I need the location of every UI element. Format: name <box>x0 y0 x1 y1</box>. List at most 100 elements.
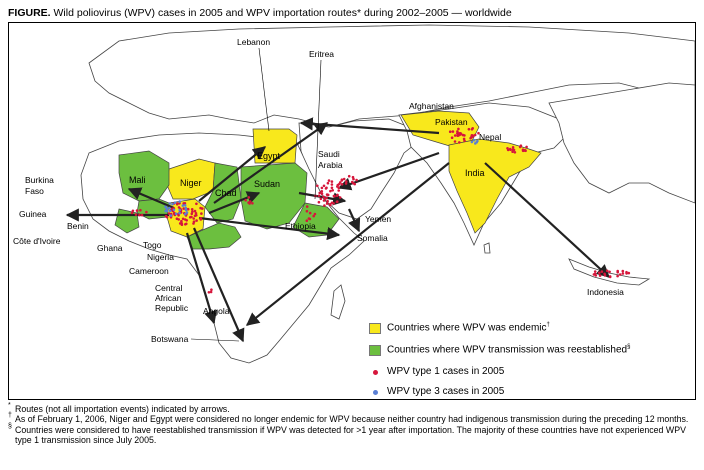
label-sudan: Sudan <box>254 179 280 189</box>
wpv1-case-dot <box>191 210 194 213</box>
arrow-india-to-angola <box>245 162 450 326</box>
legend-reestablished-sup: § <box>627 344 631 350</box>
wpv3-case-dot <box>184 208 188 212</box>
wpv1-case-dot <box>525 145 528 149</box>
figure-title: FIGURE. Wild poliovirus (WPV) cases in 2… <box>8 7 512 19</box>
footnote-mark-1: * <box>8 402 11 409</box>
wpv1-case-dot <box>450 136 454 139</box>
wpv1-case-dot <box>344 182 348 185</box>
label-pakistan: Pakistan <box>435 117 468 127</box>
wpv1-case-dot <box>332 202 335 205</box>
wpv1-case-dot <box>185 222 188 226</box>
legend-swatch-reestablished <box>369 345 381 356</box>
wpv1-case-dot <box>209 290 213 294</box>
wpv1-case-dot <box>305 219 309 222</box>
wpv1-case-dot <box>322 195 325 198</box>
region-india <box>448 138 542 234</box>
case-dots <box>130 127 631 294</box>
wpv1-case-dot <box>340 179 344 182</box>
label-saudi-2: Arabia <box>318 160 343 170</box>
wpv3-case-dot <box>164 205 167 209</box>
wpv1-case-dot <box>130 211 134 215</box>
footnote-text-2: As of February 1, 2006, Niger and Egypt … <box>15 414 689 425</box>
wpv1-case-dot <box>322 199 326 202</box>
label-india: India <box>465 168 485 178</box>
wpv1-case-dot <box>513 151 517 154</box>
wpv1-case-dot <box>195 202 198 206</box>
wpv1-case-dot <box>511 146 515 149</box>
wpv1-case-dot <box>182 207 185 210</box>
wpv1-case-dot <box>200 212 203 215</box>
wpv1-case-dot <box>338 181 342 184</box>
label-angola: Angola <box>203 306 230 316</box>
region-sudan <box>240 162 308 230</box>
wpv1-case-dot <box>506 148 510 152</box>
label-saudi-1: Saudi <box>318 149 340 159</box>
arrow-india-to-indonesia <box>484 162 610 278</box>
wpv1-case-dot <box>333 195 336 198</box>
wpv1-case-dot <box>509 148 512 151</box>
wpv1-case-dot <box>524 149 527 153</box>
wpv1-case-dot <box>330 183 334 186</box>
wpv1-case-dot <box>190 212 194 215</box>
legend-reestablished-label: Countries where WPV transmission was ree… <box>387 344 628 356</box>
wpv1-case-dot <box>355 178 358 182</box>
wpv3-case-dot <box>172 208 176 212</box>
east-asia-landmass <box>548 82 695 204</box>
label-burkina-2: Faso <box>25 186 44 196</box>
wpv3-case-dot <box>174 212 178 216</box>
wpv1-case-dot <box>621 272 625 275</box>
wpv1-case-dot <box>199 206 202 210</box>
wpv1-case-dot <box>188 216 192 219</box>
label-indonesia: Indonesia <box>587 287 624 297</box>
wpv1-case-dot <box>176 202 179 205</box>
arrow-nigeria-to-angola <box>192 227 245 343</box>
wpv1-case-dot <box>192 220 196 223</box>
wpv1-case-dot <box>325 202 329 205</box>
wpv1-case-dot <box>336 193 339 197</box>
wpv1-case-dot <box>616 269 619 273</box>
wpv1-case-dot <box>186 207 190 211</box>
wpv1-case-dot <box>135 209 139 212</box>
wpv1-case-dot <box>184 218 187 221</box>
wpv3-case-dot <box>168 209 172 213</box>
wpv1-case-dot <box>605 269 609 273</box>
europe-landmass <box>88 24 695 128</box>
wpv3-case-dot <box>184 206 188 210</box>
wpv1-case-dot <box>335 200 339 204</box>
wpv1-case-dot <box>317 194 321 198</box>
label-niger: Niger <box>180 178 202 188</box>
wpv1-case-dot <box>342 177 346 181</box>
label-togo: Togo <box>143 240 162 250</box>
wpv1-case-dot <box>164 214 168 218</box>
map-canvas: Lebanon Eritrea Afghanistan Pakistan Nep… <box>13 24 695 364</box>
arrow-india-to-saudi <box>337 151 440 191</box>
legend-wpv1-label: WPV type 1 cases in 2005 <box>387 366 505 377</box>
wpv1-case-dot <box>457 132 461 135</box>
wpv1-case-dot <box>511 150 514 153</box>
wpv1-case-dot <box>307 217 311 220</box>
wpv3-case-dot <box>476 139 479 143</box>
wpv1-case-dot <box>616 274 619 278</box>
wpv3-case-dot <box>178 208 181 212</box>
wpv3-case-dot <box>178 200 181 203</box>
wpv1-case-dot <box>453 134 457 137</box>
wpv1-case-dot <box>473 133 477 137</box>
wpv1-case-dot <box>199 218 203 221</box>
wpv1-case-dot <box>325 193 329 196</box>
wpv3-case-dot <box>178 211 181 215</box>
wpv1-case-dot <box>323 204 326 207</box>
wpv1-case-dot <box>193 209 197 213</box>
legend-dot-wpv1 <box>373 370 378 375</box>
wpv1-case-dot <box>177 218 180 221</box>
wpv1-case-dot <box>180 223 184 226</box>
wpv1-case-dot <box>340 183 344 186</box>
wpv1-case-dot <box>326 199 329 203</box>
wpv1-case-dot <box>330 186 334 190</box>
footnote-mark-2: † <box>8 412 12 420</box>
label-mali: Mali <box>129 175 146 185</box>
wpv3-case-dot <box>183 204 187 207</box>
wpv3-case-dot <box>185 211 189 214</box>
legend-endemic-sup: † <box>546 322 550 328</box>
wpv1-case-dot <box>325 196 328 200</box>
